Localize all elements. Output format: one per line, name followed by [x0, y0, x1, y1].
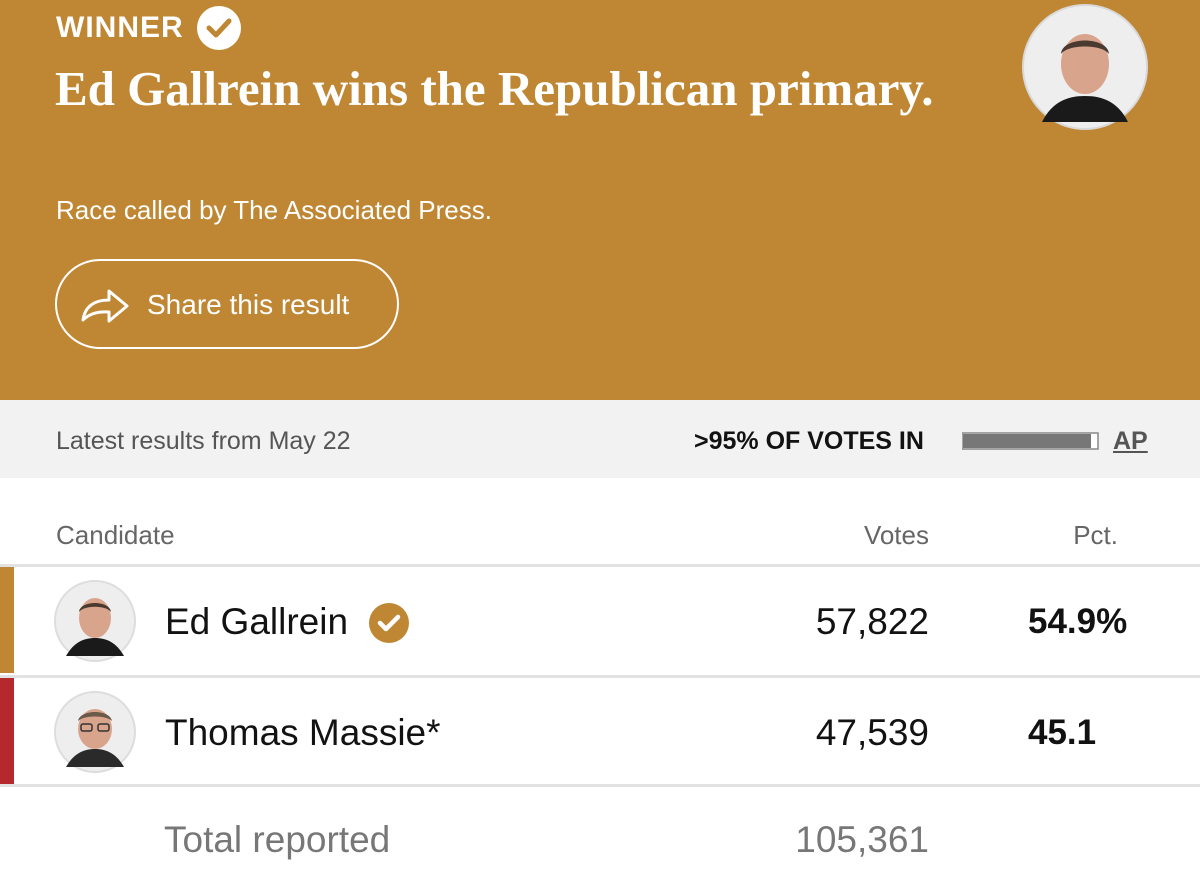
column-header: Votes	[863, 520, 929, 550]
latest-results: Latest results from May 22	[56, 427, 351, 455]
candidate-name: Ed Gallrein	[165, 601, 349, 642]
total-label: Total reported	[164, 819, 391, 860]
candidate-photo	[54, 580, 136, 662]
result-header	[0, 0, 1200, 400]
candidate-photo	[54, 691, 136, 773]
party-bar	[0, 678, 14, 784]
winner-check-icon	[197, 6, 241, 50]
share-label: Share this result	[147, 289, 350, 320]
reporting-progress	[962, 432, 1099, 450]
share-icon	[81, 289, 129, 323]
subtitle: Race called by The Associated Press.	[56, 195, 492, 225]
candidate-row: Ed Gallrein 57,822 54.9%	[0, 564, 1200, 673]
candidate-row: Thomas Massie* 47,539 45.1	[0, 675, 1200, 784]
total-votes: 105,361	[795, 819, 929, 860]
candidate-pct: 54.9%	[1028, 602, 1128, 641]
candidate-votes: 57,822	[815, 601, 929, 642]
source-link[interactable]: AP	[1113, 427, 1148, 455]
winner-label: WINNER	[56, 11, 184, 44]
candidate-pct: 45.1	[1028, 713, 1097, 752]
candidate-name: Thomas Massie*	[165, 712, 441, 753]
column-header: Candidate	[56, 520, 175, 550]
votes-in-label: >95% OF VOTES IN	[694, 427, 924, 455]
share-button[interactable]: Share this result	[55, 259, 399, 349]
winner-check-icon	[369, 603, 409, 643]
party-bar	[0, 567, 14, 673]
headline: Ed Gallrein wins the Republican primary.	[55, 61, 934, 116]
winner-photo	[1022, 4, 1148, 130]
column-header: Pct.	[1073, 520, 1118, 550]
total-row	[0, 784, 1200, 884]
candidate-votes: 47,539	[815, 712, 929, 753]
